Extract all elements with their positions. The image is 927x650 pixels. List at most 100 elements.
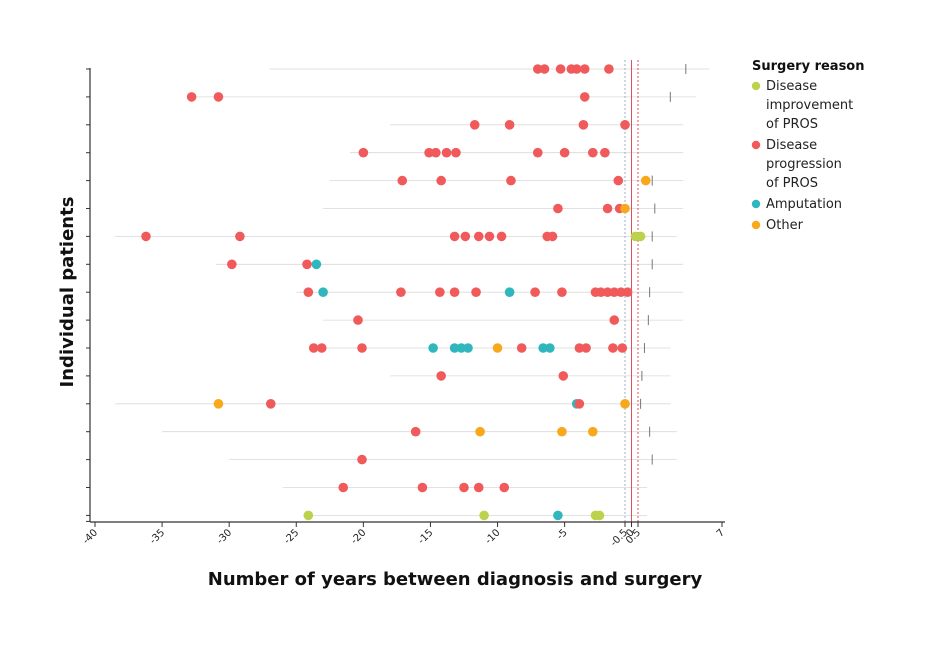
x-tick-label: 7 [715,527,727,539]
y-axis-title: Individual patients [57,197,78,388]
data-point-progression [396,287,406,298]
data-point-amputation [553,510,563,521]
data-point-other [492,343,503,353]
data-point-progression [620,120,630,130]
x-tick-label: -25 [282,527,301,546]
data-point-amputation [449,343,460,353]
data-point-amputation [456,343,467,353]
data-point-progression [473,231,484,242]
data-point-progression [357,343,367,353]
data-point-amputation [504,287,515,298]
data-point-progression [581,343,591,353]
legend-label-progression: progression [766,157,842,172]
data-point-progression [622,287,633,298]
data-point-progression [596,287,606,298]
x-tick-label: -40 [81,527,100,546]
data-point-amputation [311,259,322,270]
data-points [141,64,651,521]
data-point-progression [410,426,421,437]
x-tick-label: -35 [148,527,167,546]
data-point-progression [441,147,452,158]
data-point-progression [459,482,469,493]
data-point-progression [602,287,613,298]
data-point-progression [397,175,408,186]
legend-label-improvement: Disease [766,79,817,94]
data-point-progression [617,343,628,353]
data-point-other [587,426,598,437]
x-ticks: -40 -35 -30 -25 -20 -15 -10 -5 -0.500.5 7 [81,522,727,549]
legend-title: Surgery reason [752,59,865,74]
data-point-progression [559,147,570,158]
x-axis-title: Number of years between diagnosis and su… [208,569,703,590]
data-point-progression [499,482,510,493]
data-point-progression [235,231,245,242]
data-point-progression [547,231,558,242]
x-tick-label: -15 [416,527,435,546]
data-point-other [475,426,485,437]
legend: Surgery reason Disease improvement of PROS… [751,59,865,233]
data-point-progression [449,287,460,298]
data-point-progression [574,399,585,409]
data-point-progression [579,64,590,74]
legend-label-amputation: Amputation [766,197,842,212]
data-point-progression [532,64,543,74]
data-point-progression [357,454,367,465]
data-point-progression [431,147,441,158]
legend-label-progression: of PROS [766,176,818,191]
data-point-progression [506,175,516,186]
data-point-other [557,426,567,437]
data-point-progression [558,371,569,381]
data-point-progression [571,64,582,74]
data-point-progression [471,287,481,298]
data-point-progression [553,203,563,214]
data-point-progression [504,120,515,130]
data-point-progression [516,343,527,353]
data-point-progression [186,92,197,102]
data-point-progression [303,287,314,298]
data-point-amputation [538,343,548,353]
data-point-progression [227,259,237,270]
data-point-other [640,175,651,186]
data-point-progression [302,259,312,270]
data-point-progression [435,287,445,298]
data-point-improvement [594,510,605,521]
data-point-improvement [479,510,489,521]
data-point-progression [579,92,590,102]
data-point-amputation [545,343,555,353]
data-point-progression [424,147,434,158]
data-point-progression [451,147,461,158]
data-point-other [620,399,630,409]
legend-swatch-improvement [751,81,761,91]
data-point-progression [574,343,585,353]
legend-swatch-progression [751,140,761,150]
data-point-progression [578,120,589,130]
data-point-progression [460,231,471,242]
data-point-progression [532,147,543,158]
data-point-progression [609,315,620,325]
data-point-progression [417,482,428,493]
y-ticks [86,68,90,522]
data-point-progression [353,315,363,325]
x-tick-label: -5 [555,527,570,542]
data-point-progression [608,343,618,353]
data-point-progression [613,175,624,186]
data-point-progression [449,231,460,242]
data-point-progression [557,287,567,298]
data-point-progression [609,287,620,298]
legend-label-improvement: improvement [766,98,853,113]
data-point-other [620,203,630,214]
data-point-improvement [635,231,646,242]
legend-label-other: Other [766,218,804,233]
legend-swatch-amputation [751,199,761,209]
data-point-progression [473,482,484,493]
x-tick-label: -10 [483,527,502,546]
data-point-progression [587,147,598,158]
data-point-progression [316,343,327,353]
data-point-progression [539,64,550,74]
data-point-progression [436,371,446,381]
data-point-improvement [303,510,314,521]
data-point-progression [308,343,319,353]
data-point-progression [530,287,540,298]
data-point-progression [616,287,626,298]
data-point-amputation [428,343,438,353]
